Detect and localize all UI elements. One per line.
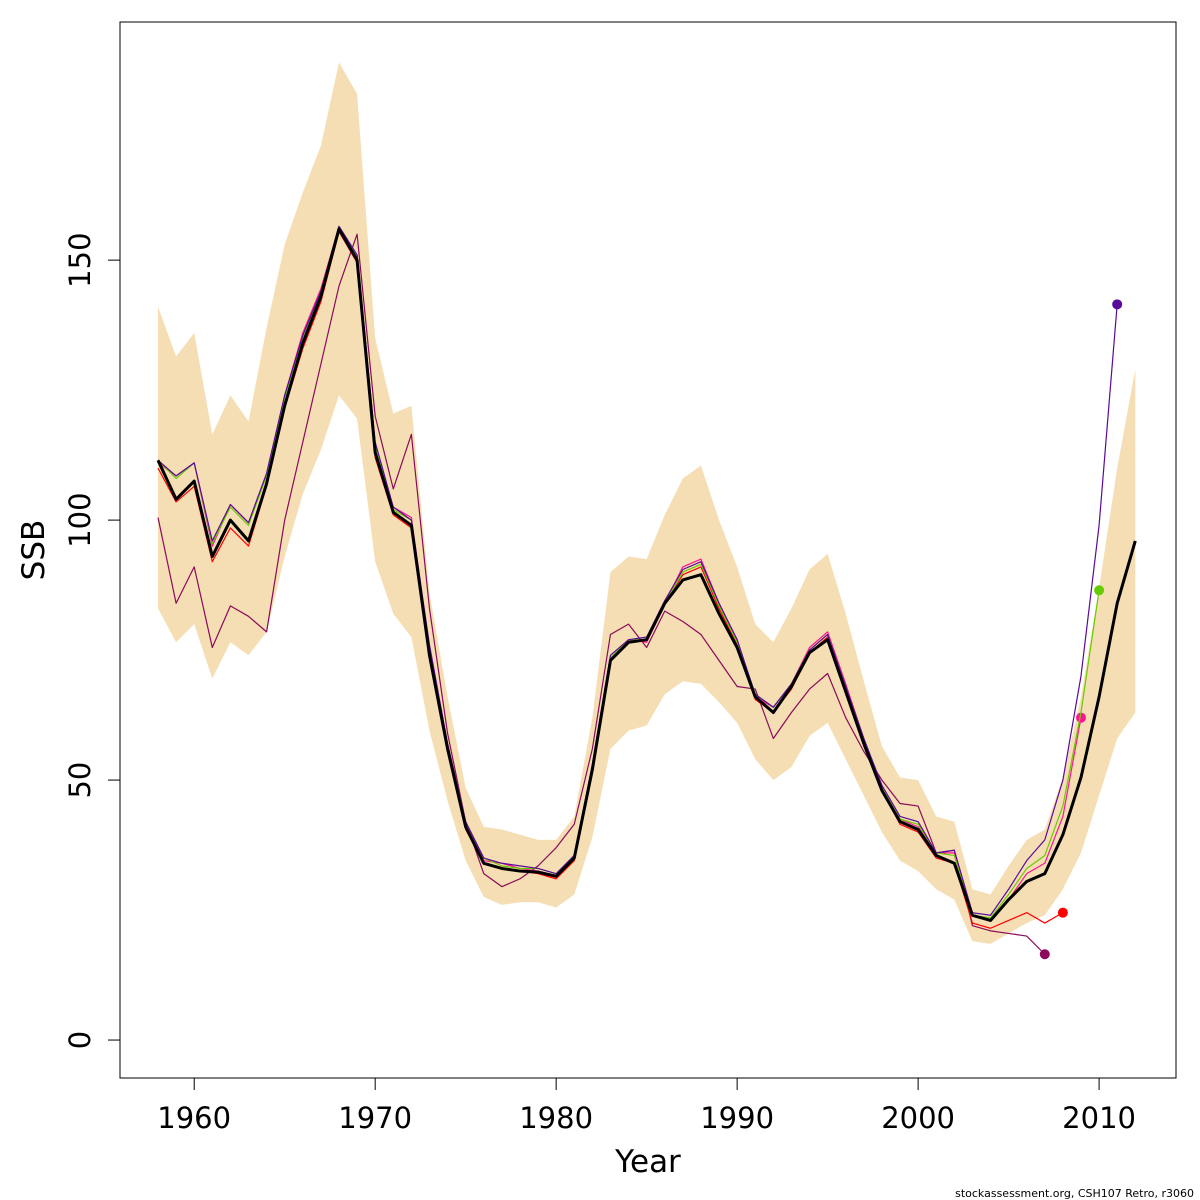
series-line bbox=[156, 227, 1137, 922]
plot-area bbox=[156, 62, 1137, 960]
x-axis-label: Year bbox=[614, 1144, 681, 1180]
y-tick-label: 50 bbox=[63, 762, 97, 799]
series-line bbox=[157, 233, 1046, 955]
y-tick-label: 150 bbox=[63, 232, 97, 287]
end-point bbox=[1039, 949, 1050, 960]
y-tick-label: 100 bbox=[63, 492, 97, 547]
x-tick-label: 1970 bbox=[338, 1101, 412, 1135]
end-point bbox=[1112, 299, 1123, 310]
x-tick-label: 2010 bbox=[1062, 1101, 1136, 1135]
x-tick-label: 1960 bbox=[157, 1101, 231, 1135]
caption: stockassessment.org, CSH107 Retro, r3060 bbox=[955, 1187, 1194, 1200]
confidence-band bbox=[158, 62, 1136, 944]
end-point bbox=[1057, 907, 1068, 918]
x-tick-label: 1990 bbox=[700, 1101, 774, 1135]
plot-frame bbox=[119, 21, 1177, 1079]
x-tick-label: 2000 bbox=[881, 1101, 955, 1135]
series-line bbox=[157, 225, 1118, 916]
x-tick-label: 1980 bbox=[519, 1101, 593, 1135]
y-axis-label: SSB bbox=[16, 520, 52, 581]
y-tick-label: 0 bbox=[63, 1031, 97, 1049]
end-point bbox=[1094, 585, 1105, 596]
end-point bbox=[1075, 712, 1086, 723]
